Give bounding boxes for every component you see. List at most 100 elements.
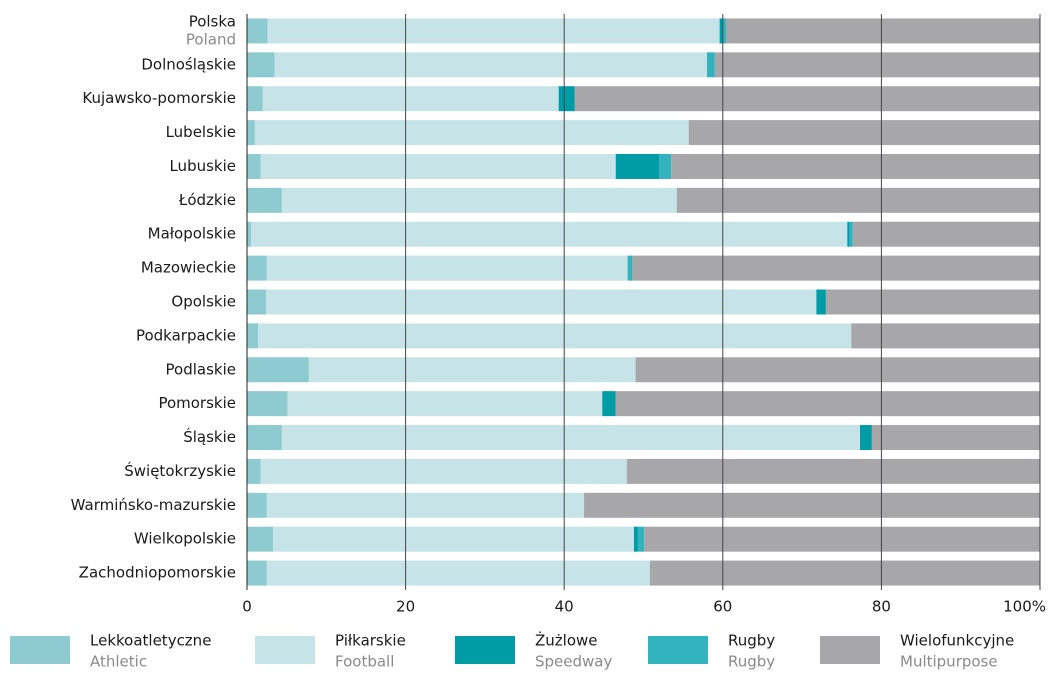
bar-segment — [626, 458, 1040, 484]
legend-label-en: Speedway — [535, 653, 612, 671]
legend-label: Rugby — [728, 632, 775, 650]
bar-segment — [260, 153, 616, 179]
bar-segment — [816, 289, 826, 315]
bar-segment — [247, 425, 282, 451]
bar-segment — [281, 187, 677, 213]
bar-segment — [247, 86, 263, 112]
legend-swatch — [255, 636, 315, 664]
bar-segment — [627, 255, 633, 281]
category-label: Świętokrzyskie — [124, 461, 236, 480]
bar-segment — [247, 221, 251, 247]
bar-segment — [633, 526, 638, 552]
x-tick-label: 80 — [872, 598, 891, 616]
bar-segment — [637, 526, 645, 552]
legend-swatch — [648, 636, 708, 664]
category-label: Polska — [189, 12, 236, 30]
bar-segment — [725, 18, 1040, 44]
bar-segment — [262, 86, 559, 112]
bar-segment — [584, 492, 1040, 518]
bar-segment — [250, 221, 848, 247]
category-label: Lubelskie — [166, 123, 236, 141]
legend-label: Lekkoatletyczne — [90, 632, 211, 650]
bar-segment — [247, 289, 267, 315]
bar-segment — [273, 526, 634, 552]
bar-segment — [260, 458, 627, 484]
x-tick-label: 0 — [242, 598, 252, 616]
category-label: Warmińsko-mazurskie — [71, 496, 236, 514]
bar-segment — [558, 86, 575, 112]
legend-swatch — [455, 636, 515, 664]
bar-segment — [688, 120, 1040, 146]
legend-label-en: Multipurpose — [900, 653, 998, 671]
bar-segment — [247, 52, 275, 78]
bar-segment — [247, 458, 261, 484]
legend-label: Piłkarskie — [335, 632, 406, 650]
bar-segment — [281, 425, 860, 451]
category-label: Dolnośląskie — [141, 55, 236, 73]
bar-segment — [247, 18, 268, 44]
legend-label-en: Athletic — [90, 653, 147, 671]
bar-segment — [247, 153, 261, 179]
bar-segment — [714, 52, 1040, 78]
bar-segment — [851, 323, 1040, 349]
legend-swatch — [820, 636, 880, 664]
category-label: Zachodniopomorskie — [79, 564, 236, 582]
category-label: Pomorskie — [158, 394, 236, 412]
bar-segment — [254, 120, 689, 146]
bar-segment — [287, 391, 603, 417]
bar-segment — [859, 425, 872, 451]
bar-segment — [632, 255, 1040, 281]
bar-segment — [247, 187, 282, 213]
bar-segment — [247, 120, 255, 146]
bar-segment — [308, 357, 636, 383]
x-tick-label: 60 — [713, 598, 732, 616]
bar-segment — [247, 255, 267, 281]
bar-segment — [635, 357, 1040, 383]
bar-segment — [247, 323, 259, 349]
bar-segment — [267, 18, 720, 44]
legend-label-en: Football — [335, 653, 394, 671]
bar-segment — [706, 52, 715, 78]
bar-segment — [649, 560, 1040, 586]
bar-segment — [615, 391, 1040, 417]
category-label: Mazowieckie — [141, 259, 236, 277]
bar-segment — [602, 391, 616, 417]
bar-segment — [671, 153, 1040, 179]
x-tick-label: 20 — [396, 598, 415, 616]
category-label: Podkarpackie — [136, 326, 236, 344]
bar-segment — [266, 289, 817, 315]
category-label: Lubuskie — [169, 157, 236, 175]
bar-segment — [852, 221, 1040, 247]
bar-segment — [615, 153, 660, 179]
bar-segment — [847, 221, 850, 247]
bar-segment — [659, 153, 672, 179]
bar-segment — [266, 255, 628, 281]
category-label: Łódzkie — [178, 191, 236, 209]
bar-segment — [247, 391, 288, 417]
bar-segment — [719, 18, 723, 44]
legend-label: Żużlowe — [535, 631, 598, 650]
category-label: Podlaskie — [166, 360, 236, 378]
bar-segment — [644, 526, 1040, 552]
category-label: Małopolskie — [148, 225, 236, 243]
category-label: Kujawsko-pomorskie — [82, 89, 236, 107]
bar-segment — [266, 560, 650, 586]
legend-label-en: Rugby — [728, 653, 775, 671]
legend-swatch — [10, 636, 70, 664]
legend-label: Wielofunkcyjne — [900, 632, 1014, 650]
x-tick-label: 40 — [555, 598, 574, 616]
bar-segment — [574, 86, 1040, 112]
bar-segment — [676, 187, 1040, 213]
bar-segment — [871, 425, 1040, 451]
bar-segment — [247, 526, 274, 552]
bar-segment — [247, 492, 267, 518]
category-label: Wielkopolskie — [134, 530, 236, 548]
bar-segment — [274, 52, 707, 78]
bar-segment — [266, 492, 585, 518]
category-label: Opolskie — [171, 293, 236, 311]
bar-segment — [825, 289, 1040, 315]
bar-segment — [722, 18, 726, 44]
bar-segment — [258, 323, 852, 349]
category-translation: Poland — [186, 30, 236, 48]
